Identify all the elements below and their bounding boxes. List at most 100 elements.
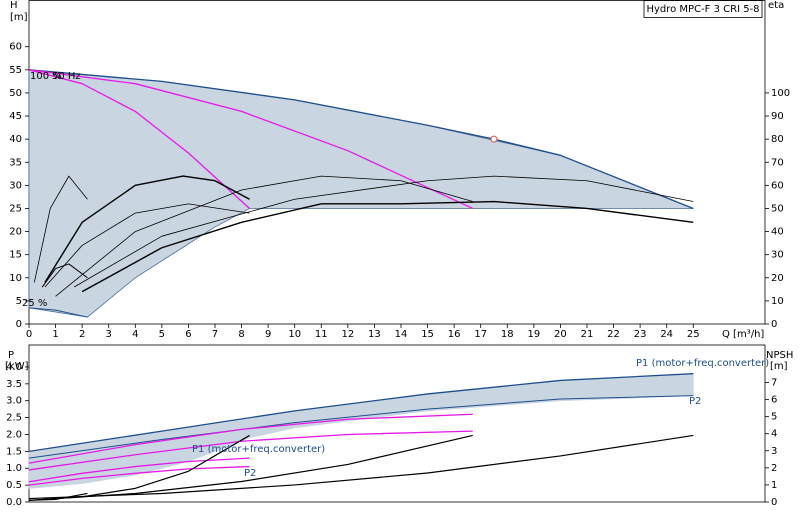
y2-tick-label: 1 [771,480,777,491]
y-axis-title: P [8,350,14,361]
annotation: P1 (motor+freq.converter) [192,444,325,455]
y-tick-label: 0 [16,319,22,330]
curve [28,373,694,452]
curve [28,307,88,318]
x-tick-label: 24 [660,329,673,340]
y2-tick-label: 7 [771,378,777,389]
curve [28,492,88,501]
y-tick-label: 40 [9,134,22,145]
y-tick-label: 5 [16,296,22,307]
curve [41,263,88,288]
curve [28,69,250,209]
y2-tick-label: 80 [771,134,784,145]
y-tick-label: 25 [9,203,22,214]
y2-tick-label: 0 [771,319,777,330]
x-tick-label: 10 [288,329,301,340]
y-tick-label: 20 [9,227,22,238]
x-tick-label: 14 [395,329,408,340]
y-tick-label: 0.5 [6,480,22,491]
operating-range [28,373,694,489]
x-tick-label: 21 [581,329,594,340]
x-axis-title: Q [m³/h] [722,329,764,340]
y-axis-title: H [10,0,18,11]
y2-tick-label: 60 [771,180,784,191]
y-axis-unit: [kW] [5,361,29,372]
y2-tick-label: 70 [771,157,784,168]
y-tick-label: 35 [9,157,22,168]
y-tick-label: 10 [9,273,22,284]
curve [28,434,694,500]
x-tick-label: 23 [634,329,647,340]
curve [28,413,473,464]
y-tick-label: 30 [9,180,22,191]
x-tick-label: 5 [159,329,165,340]
curve [28,69,694,210]
y-tick-label: 2.5 [6,413,22,424]
y2-tick-label: 5 [771,412,777,423]
annotation: P1 (motor+freq.converter) [636,358,769,369]
curve [28,457,250,483]
duty-point [490,135,498,143]
y2-tick-label: 3 [771,446,777,457]
x-tick-label: 22 [607,329,620,340]
curve [73,175,694,288]
y-tick-label: 0.0 [6,497,22,508]
y-tick-label: 2.0 [6,429,22,440]
y2-tick-label: 4 [771,429,777,440]
curve [44,203,250,288]
y-tick-label: 60 [9,42,22,53]
y2-tick-label: 2 [771,463,777,474]
y-tick-label: 1.5 [6,446,22,457]
annotation: P2 [689,396,701,407]
x-tick-label: 2 [79,329,85,340]
y2-axis-unit: [m] [770,361,788,372]
y2-tick-label: 40 [771,227,784,238]
y2-tick-label: 50 [771,203,784,214]
curve [28,69,473,210]
y2-axis-title: NPSH [766,350,793,361]
curve [33,175,88,283]
y-axis-unit: [m] [10,12,28,23]
x-tick-label: 12 [341,329,354,340]
curve [44,175,250,283]
curve [81,200,694,293]
x-tick-label: 25 [687,329,700,340]
x-tick-label: 13 [368,329,381,340]
x-tick-label: 6 [185,329,191,340]
x-tick-label: 8 [238,329,244,340]
y-tick-label: 55 [9,65,22,76]
x-tick-label: 4 [132,329,138,340]
header-title: Hydro MPC-F 3 CRI 5-8 [646,4,759,15]
curve [28,430,473,471]
y-tick-label: 1.0 [6,463,22,474]
x-tick-label: 18 [501,329,514,340]
operating-range [28,69,694,318]
y2-tick-label: 6 [771,395,777,406]
y-tick-label: 15 [9,250,22,261]
y2-tick-label: 30 [771,250,784,261]
x-tick-label: 0 [26,329,32,340]
plot-frame [28,344,766,503]
annotation: 100 % [30,71,62,82]
y-tick-label: 3.5 [6,379,22,390]
y-tick-label: 45 [9,111,22,122]
y2-tick-label: 90 [771,111,784,122]
y-tick-label: 50 [9,88,22,99]
x-tick-label: 11 [315,329,328,340]
x-tick-label: 9 [265,329,271,340]
x-tick-label: 1 [52,329,58,340]
x-tick-label: 7 [212,329,218,340]
x-tick-label: 19 [527,329,540,340]
x-tick-label: 15 [421,329,434,340]
y-tick-label: 4.0 [6,362,22,373]
curve [28,465,250,486]
x-tick-label: 3 [106,329,112,340]
annotation: 50 Hz [52,71,81,82]
curve [28,395,694,459]
y2-tick-label: 100 [771,88,790,99]
y2-tick-label: 0 [771,497,777,508]
y2-tick-label: 10 [771,296,784,307]
y-tick-label: 3.0 [6,396,22,407]
y2-axis-title: eta [768,0,784,11]
